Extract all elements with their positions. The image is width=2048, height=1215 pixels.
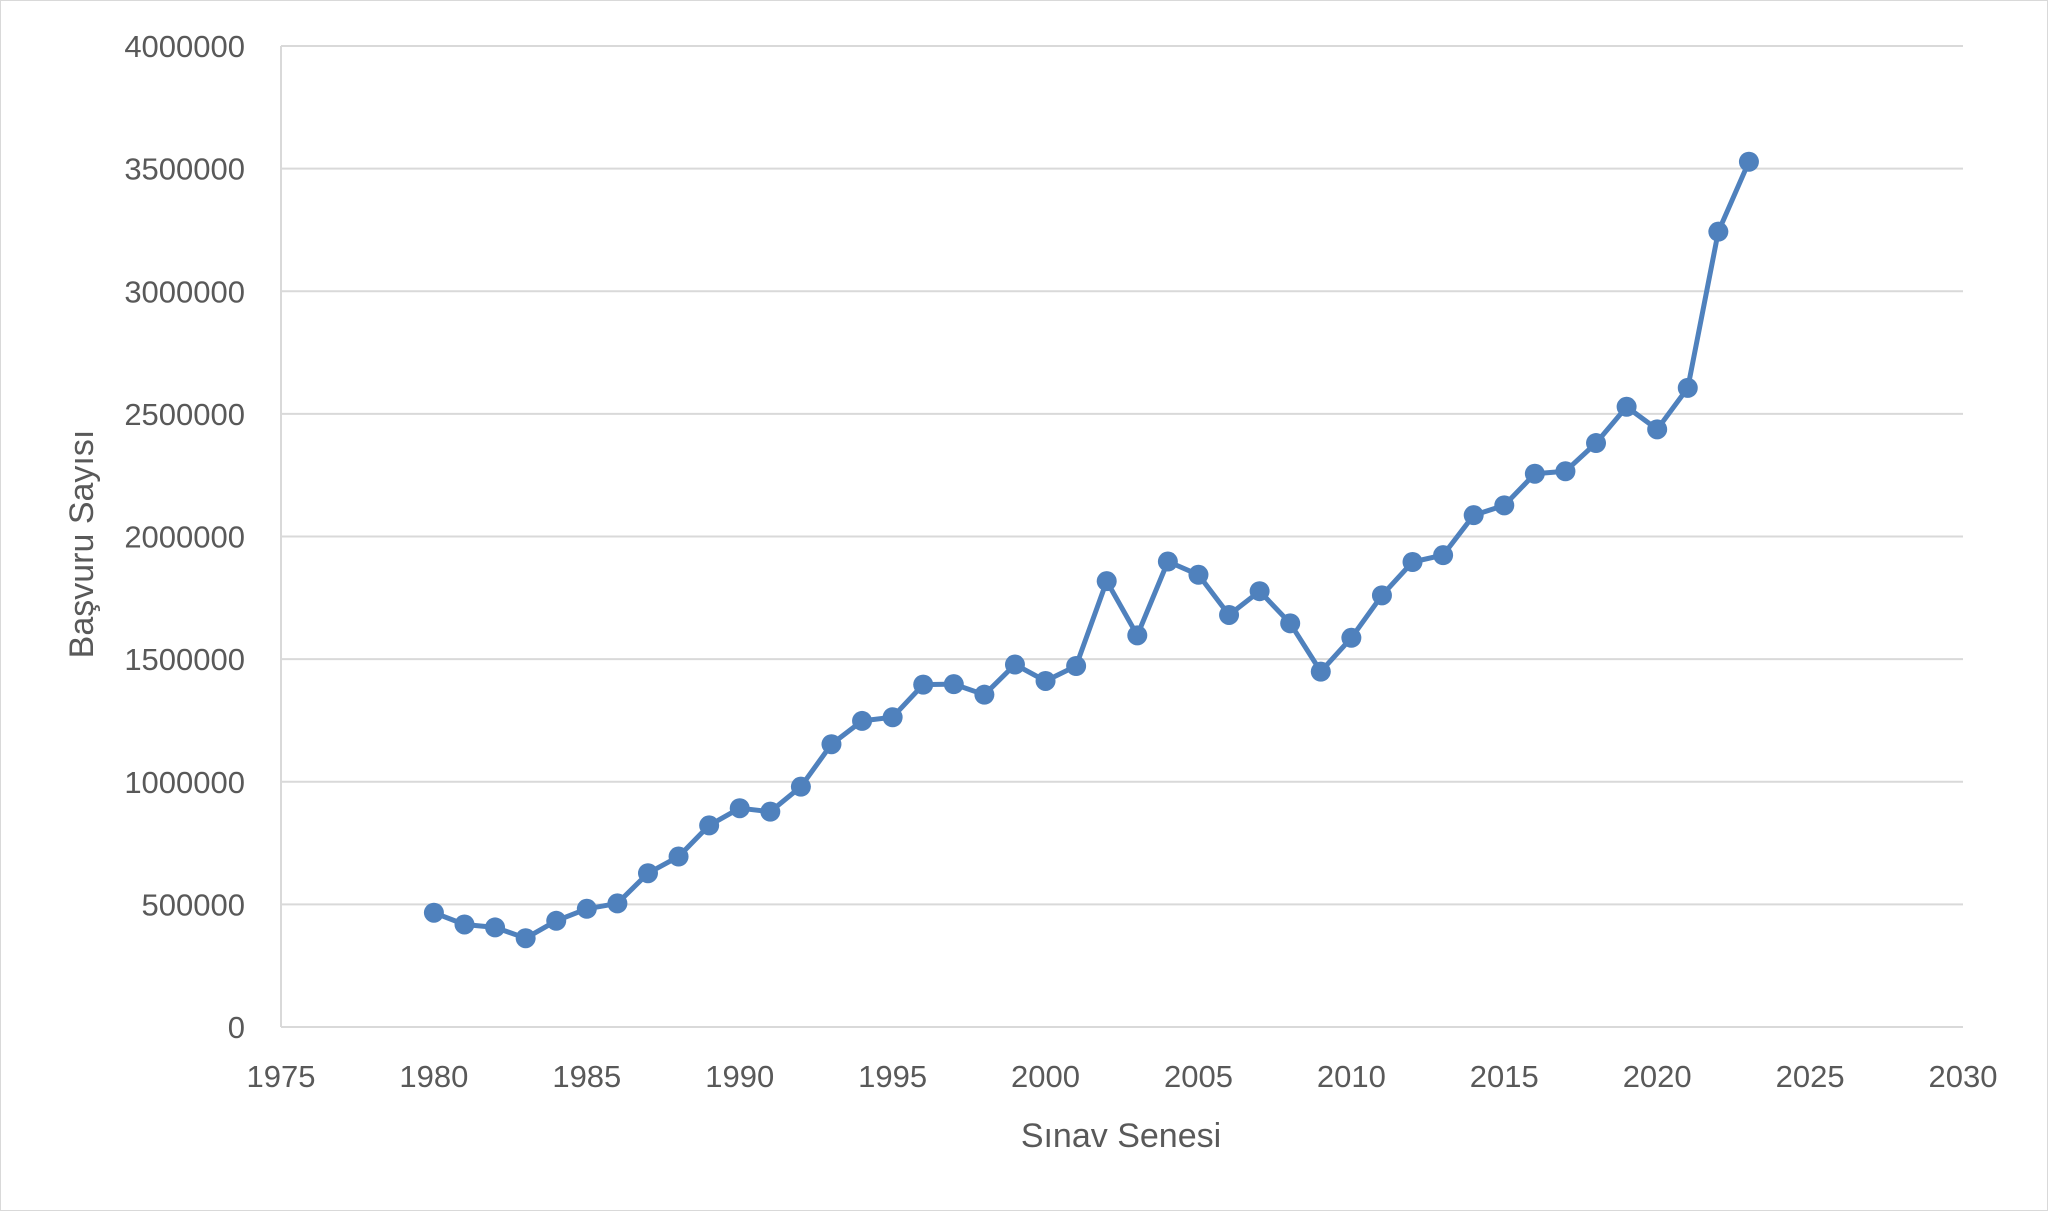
data-point [729,798,750,819]
data-point [1463,505,1484,526]
data-point [974,684,995,705]
y-tick-label: 500000 [142,887,245,922]
data-point [1524,463,1545,484]
y-tick-label: 1500000 [124,642,245,677]
data-point [1066,655,1087,676]
x-tick-labels: 1975 1980 1985 1990 1995 2000 2005 2010 2015 2020… [247,1059,1998,1094]
data-point [1157,551,1178,572]
data-point [1341,627,1362,648]
data-point [668,846,689,867]
data-point [1677,377,1698,398]
x-tick-label: 2030 [1929,1059,1998,1094]
data-point [1708,221,1729,242]
data-point [454,914,475,935]
data-point [607,893,628,914]
data-point [576,898,597,919]
data-point [1371,585,1392,606]
x-tick-label: 1990 [705,1059,774,1094]
series-layer [423,151,1759,949]
data-point [1127,625,1148,646]
data-point [546,910,567,931]
data-point [1402,552,1423,573]
data-point [1310,661,1331,682]
series-line [431,159,1752,941]
data-point [1188,564,1209,585]
x-tick-label: 2015 [1470,1059,1539,1094]
y-tick-label: 2000000 [124,520,245,555]
gridlines [281,45,1963,906]
x-tick-label: 2020 [1623,1059,1692,1094]
data-point [1555,461,1576,482]
x-tick-label: 1985 [552,1059,621,1094]
data-point [760,801,781,822]
data-point [1647,419,1668,440]
y-tick-label: 3000000 [124,274,245,309]
data-point [1035,670,1056,691]
y-tick-label: 4000000 [124,29,245,64]
data-point [1494,495,1515,516]
y-tick-label: 0 [228,1010,245,1045]
y-axis-title: Başvuru Sayısı [63,430,101,659]
data-point [852,710,873,731]
data-point [485,917,506,938]
data-point [699,815,720,836]
data-point [423,902,444,923]
y-tick-labels: 0 500000 1000000 1500000 2000000 2500000 30000… [124,29,245,1045]
data-point [1280,613,1301,634]
x-tick-label: 1975 [247,1059,316,1094]
data-point [515,928,536,949]
data-point [1004,654,1025,675]
data-point [882,707,903,728]
x-tick-label: 2000 [1011,1059,1080,1094]
x-tick-label: 2005 [1164,1059,1233,1094]
x-tick-label: 2025 [1776,1059,1845,1094]
data-point [821,734,842,755]
axes [280,46,1963,1028]
data-point [1096,571,1117,592]
data-point [1433,545,1454,566]
data-point [1249,581,1270,602]
data-point [1219,604,1240,625]
data-point [943,674,964,695]
x-tick-label: 1980 [399,1059,468,1094]
y-tick-label: 1000000 [124,765,245,800]
data-point [637,863,658,884]
data-point [913,674,934,695]
x-tick-label: 1995 [858,1059,927,1094]
x-tick-label: 2010 [1317,1059,1386,1094]
y-tick-label: 2500000 [124,397,245,432]
y-tick-label: 3500000 [124,152,245,187]
data-point [1586,433,1607,454]
x-axis-title: Sınav Senesi [1021,1117,1221,1155]
data-point [790,776,811,797]
data-point [1738,151,1759,172]
data-point [1616,396,1637,417]
